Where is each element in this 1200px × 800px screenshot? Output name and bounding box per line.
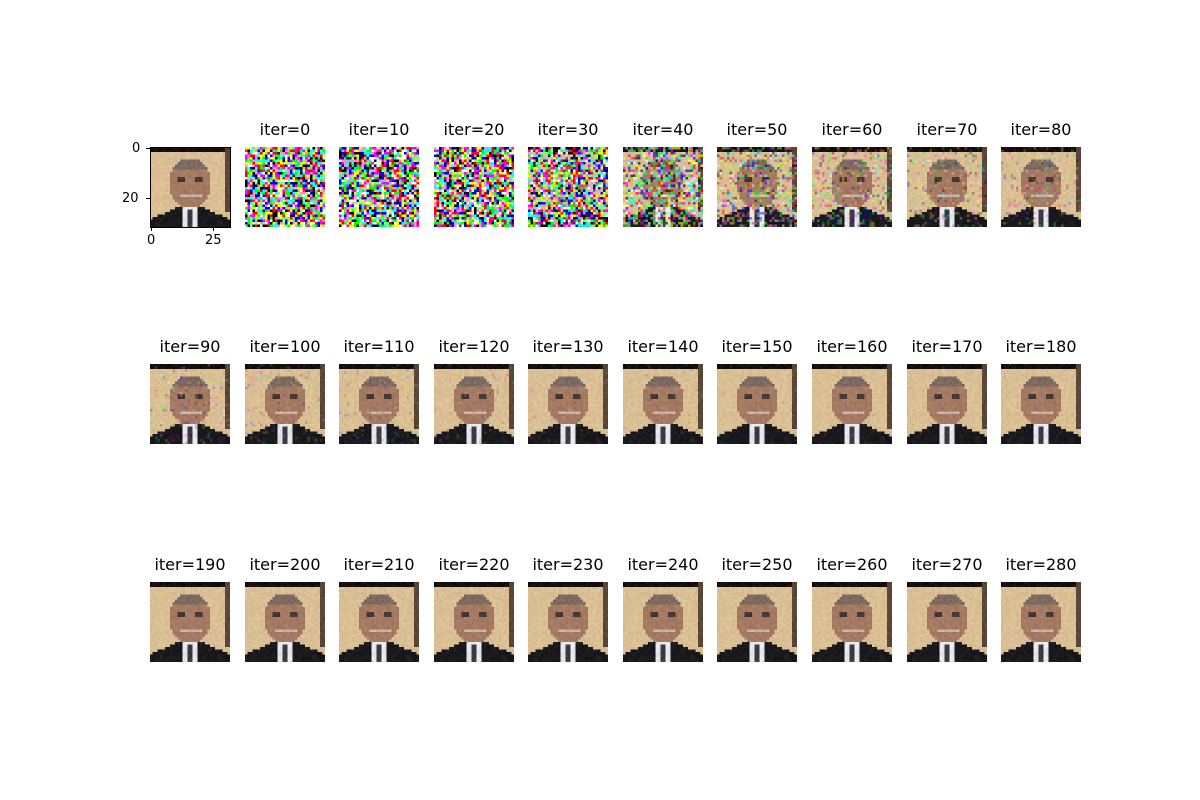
panel-title: iter=30 xyxy=(537,120,599,139)
panel-title: iter=40 xyxy=(632,120,694,139)
iteration-panel: iter=190 xyxy=(150,555,230,662)
panel-title: iter=110 xyxy=(343,337,415,356)
iteration-panel: iter=230 xyxy=(528,555,608,662)
reconstruction-image xyxy=(245,582,325,662)
panel-title: iter=210 xyxy=(343,555,415,574)
panel-title: iter=120 xyxy=(438,337,510,356)
iteration-panel: iter=140 xyxy=(623,337,703,444)
iteration-panel: iter=120 xyxy=(434,337,514,444)
reconstruction-image xyxy=(1001,364,1081,444)
panel-title: iter=70 xyxy=(916,120,978,139)
reconstruction-image xyxy=(528,147,608,227)
reconstruction-image xyxy=(1001,582,1081,662)
iteration-panel: iter=220 xyxy=(434,555,514,662)
panel-title: iter=240 xyxy=(627,555,699,574)
iteration-panel: iter=100 xyxy=(245,337,325,444)
iteration-panel: iter=50 xyxy=(717,120,797,227)
xtick-mark xyxy=(151,227,152,231)
panel-title: iter=180 xyxy=(1005,337,1077,356)
panel-title: iter=60 xyxy=(821,120,883,139)
reconstruction-image xyxy=(907,147,987,227)
reconstruction-image xyxy=(907,582,987,662)
ytick-label: 0 xyxy=(132,141,141,156)
iteration-panel: iter=10 xyxy=(339,120,419,227)
panel-title: iter=90 xyxy=(159,337,221,356)
panel-title: iter=100 xyxy=(249,337,321,356)
panel-title: iter=260 xyxy=(816,555,888,574)
panel-title: iter=20 xyxy=(443,120,505,139)
reconstruction-image xyxy=(623,582,703,662)
reconstruction-image xyxy=(717,364,797,444)
panel-title: iter=190 xyxy=(154,555,226,574)
reconstruction-image xyxy=(339,582,419,662)
panel-title: iter=160 xyxy=(816,337,888,356)
panel-title: iter=250 xyxy=(721,555,793,574)
iteration-panel: iter=30 xyxy=(528,120,608,227)
iteration-panel: iter=0 xyxy=(245,120,325,227)
xtick-label: 0 xyxy=(147,233,156,248)
iteration-panel: iter=180 xyxy=(1001,337,1081,444)
panel-title: iter=270 xyxy=(911,555,983,574)
panel-title: iter=230 xyxy=(532,555,604,574)
reference-image xyxy=(150,147,230,227)
xtick-label: 25 xyxy=(205,233,222,248)
reconstruction-image xyxy=(528,364,608,444)
panel-title: iter=10 xyxy=(348,120,410,139)
reconstruction-image xyxy=(1001,147,1081,227)
iteration-panel: iter=270 xyxy=(907,555,987,662)
reconstruction-image xyxy=(245,364,325,444)
iteration-panel: iter=80 xyxy=(1001,120,1081,227)
reconstruction-image xyxy=(434,582,514,662)
reference-image-panel: 0 20 0 25 xyxy=(122,141,231,248)
reconstruction-image xyxy=(150,364,230,444)
iteration-panel: iter=150 xyxy=(717,337,797,444)
panel-title: iter=200 xyxy=(249,555,321,574)
reconstruction-image xyxy=(717,582,797,662)
reconstruction-image xyxy=(434,364,514,444)
panel-title: iter=0 xyxy=(259,120,311,139)
panel-title: iter=80 xyxy=(1010,120,1072,139)
reconstruction-image xyxy=(434,147,514,227)
iteration-panel: iter=40 xyxy=(623,120,703,227)
iteration-panel: iter=160 xyxy=(812,337,892,444)
panel-title: iter=280 xyxy=(1005,555,1077,574)
ytick-label: 20 xyxy=(122,191,139,206)
reconstruction-image xyxy=(623,147,703,227)
ytick-mark xyxy=(146,198,150,199)
iteration-panel: iter=20 xyxy=(434,120,514,227)
reconstruction-image xyxy=(245,147,325,227)
reconstruction-image xyxy=(717,147,797,227)
iteration-panel: iter=260 xyxy=(812,555,892,662)
iteration-panel: iter=250 xyxy=(717,555,797,662)
xtick-mark xyxy=(213,227,214,231)
panel-title: iter=220 xyxy=(438,555,510,574)
ytick-mark xyxy=(146,148,150,149)
reconstruction-image xyxy=(339,364,419,444)
reconstruction-image xyxy=(150,582,230,662)
reconstruction-image xyxy=(812,147,892,227)
reconstruction-image xyxy=(812,582,892,662)
panel-title: iter=150 xyxy=(721,337,793,356)
reconstruction-image xyxy=(623,364,703,444)
panel-title: iter=50 xyxy=(726,120,788,139)
iteration-panel: iter=280 xyxy=(1001,555,1081,662)
iteration-panel: iter=110 xyxy=(339,337,419,444)
panel-title: iter=140 xyxy=(627,337,699,356)
iteration-panel: iter=130 xyxy=(528,337,608,444)
iteration-panel: iter=90 xyxy=(150,337,230,444)
iteration-panel: iter=70 xyxy=(907,120,987,227)
reconstruction-image xyxy=(812,364,892,444)
panel-title: iter=170 xyxy=(911,337,983,356)
reconstruction-image xyxy=(907,364,987,444)
reconstruction-image xyxy=(528,582,608,662)
iteration-panel: iter=210 xyxy=(339,555,419,662)
iteration-panel: iter=60 xyxy=(812,120,892,227)
panel-title: iter=130 xyxy=(532,337,604,356)
iteration-panel: iter=240 xyxy=(623,555,703,662)
reconstruction-image xyxy=(339,147,419,227)
iteration-panel: iter=170 xyxy=(907,337,987,444)
iteration-panel: iter=200 xyxy=(245,555,325,662)
